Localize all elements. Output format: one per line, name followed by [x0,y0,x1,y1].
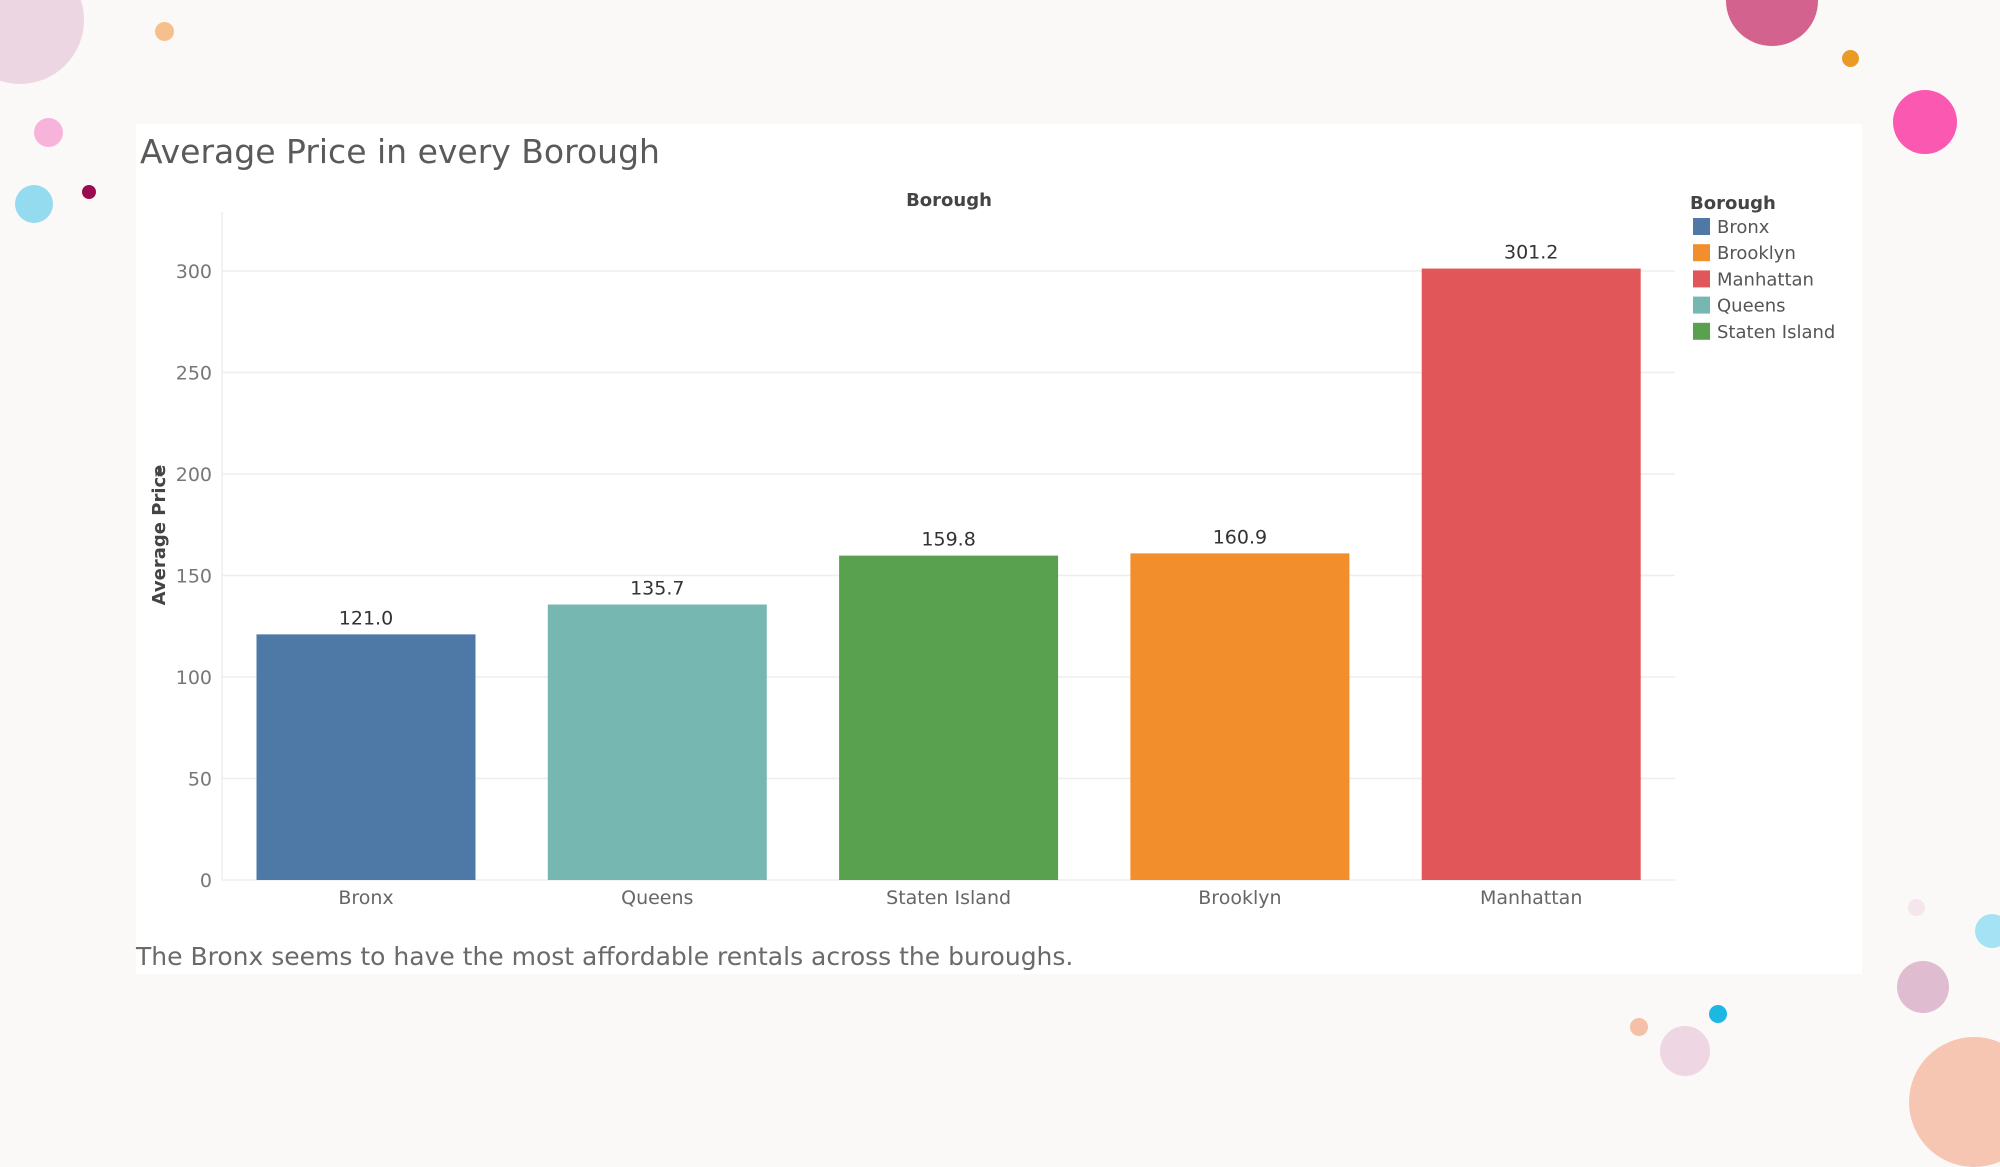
decor-circle [155,22,174,41]
sort-icon: ≡ [151,466,167,478]
y-axis-title: Average Price [149,465,170,606]
legend-swatch [1693,218,1710,235]
x-tick-label: Bronx [338,887,393,909]
data-label: 301.2 [1504,242,1558,264]
decor-circle [15,185,53,223]
column-header: Borough [906,190,992,211]
bar-queens [547,604,767,880]
x-tick-label: Manhattan [1480,887,1582,909]
data-label: 121.0 [339,607,393,629]
chart-caption: The Bronx seems to have the most afforda… [136,942,1074,971]
bar-chart: 0 50 100 150 200 250 300 Average Price≡ Borough 1… [149,190,1835,909]
legend-swatch [1693,270,1710,288]
y-tick-label: 150 [176,566,212,588]
decor-circle [1709,1005,1727,1023]
y-tick-label: 50 [188,769,212,791]
legend-item-label: Queens [1717,296,1786,317]
decor-circle [1897,961,1949,1013]
bar-bronx [256,634,476,880]
y-tick-label: 200 [176,464,212,486]
decor-circle [1630,1018,1648,1036]
data-label: 135.7 [630,578,684,600]
data-label: 160.9 [1213,526,1267,548]
legend-swatch [1693,244,1710,262]
decor-circle [34,118,63,147]
bar-manhattan [1421,268,1641,881]
legend-title: Borough [1690,193,1776,214]
y-tick-label: 0 [200,870,212,892]
y-tick-label: 100 [176,667,212,689]
decor-circle [82,185,96,199]
decor-circle [1893,90,1957,154]
y-tick-label: 250 [176,363,212,385]
y-tick-label: 300 [176,261,212,283]
legend-item-label: Bronx [1717,217,1770,238]
x-tick-label: Staten Island [886,887,1011,909]
x-tick-label: Queens [621,887,693,909]
legend-item-label: Staten Island [1717,322,1835,343]
data-label: 159.8 [921,529,975,551]
chart-title: Average Price in every Borough [140,132,660,171]
x-tick-label: Brooklyn [1198,887,1281,909]
legend-swatch [1693,296,1710,314]
legend-swatch [1693,322,1710,340]
legend-item-label: Brooklyn [1717,243,1796,264]
legend-item-label: Manhattan [1717,269,1814,290]
decor-circle [1842,50,1859,67]
bar-brooklyn [1130,553,1350,880]
decor-circle [1660,1026,1710,1076]
decor-circle [1908,899,1925,916]
bar-staten-island [839,555,1059,880]
decor-circle [1975,914,2000,948]
